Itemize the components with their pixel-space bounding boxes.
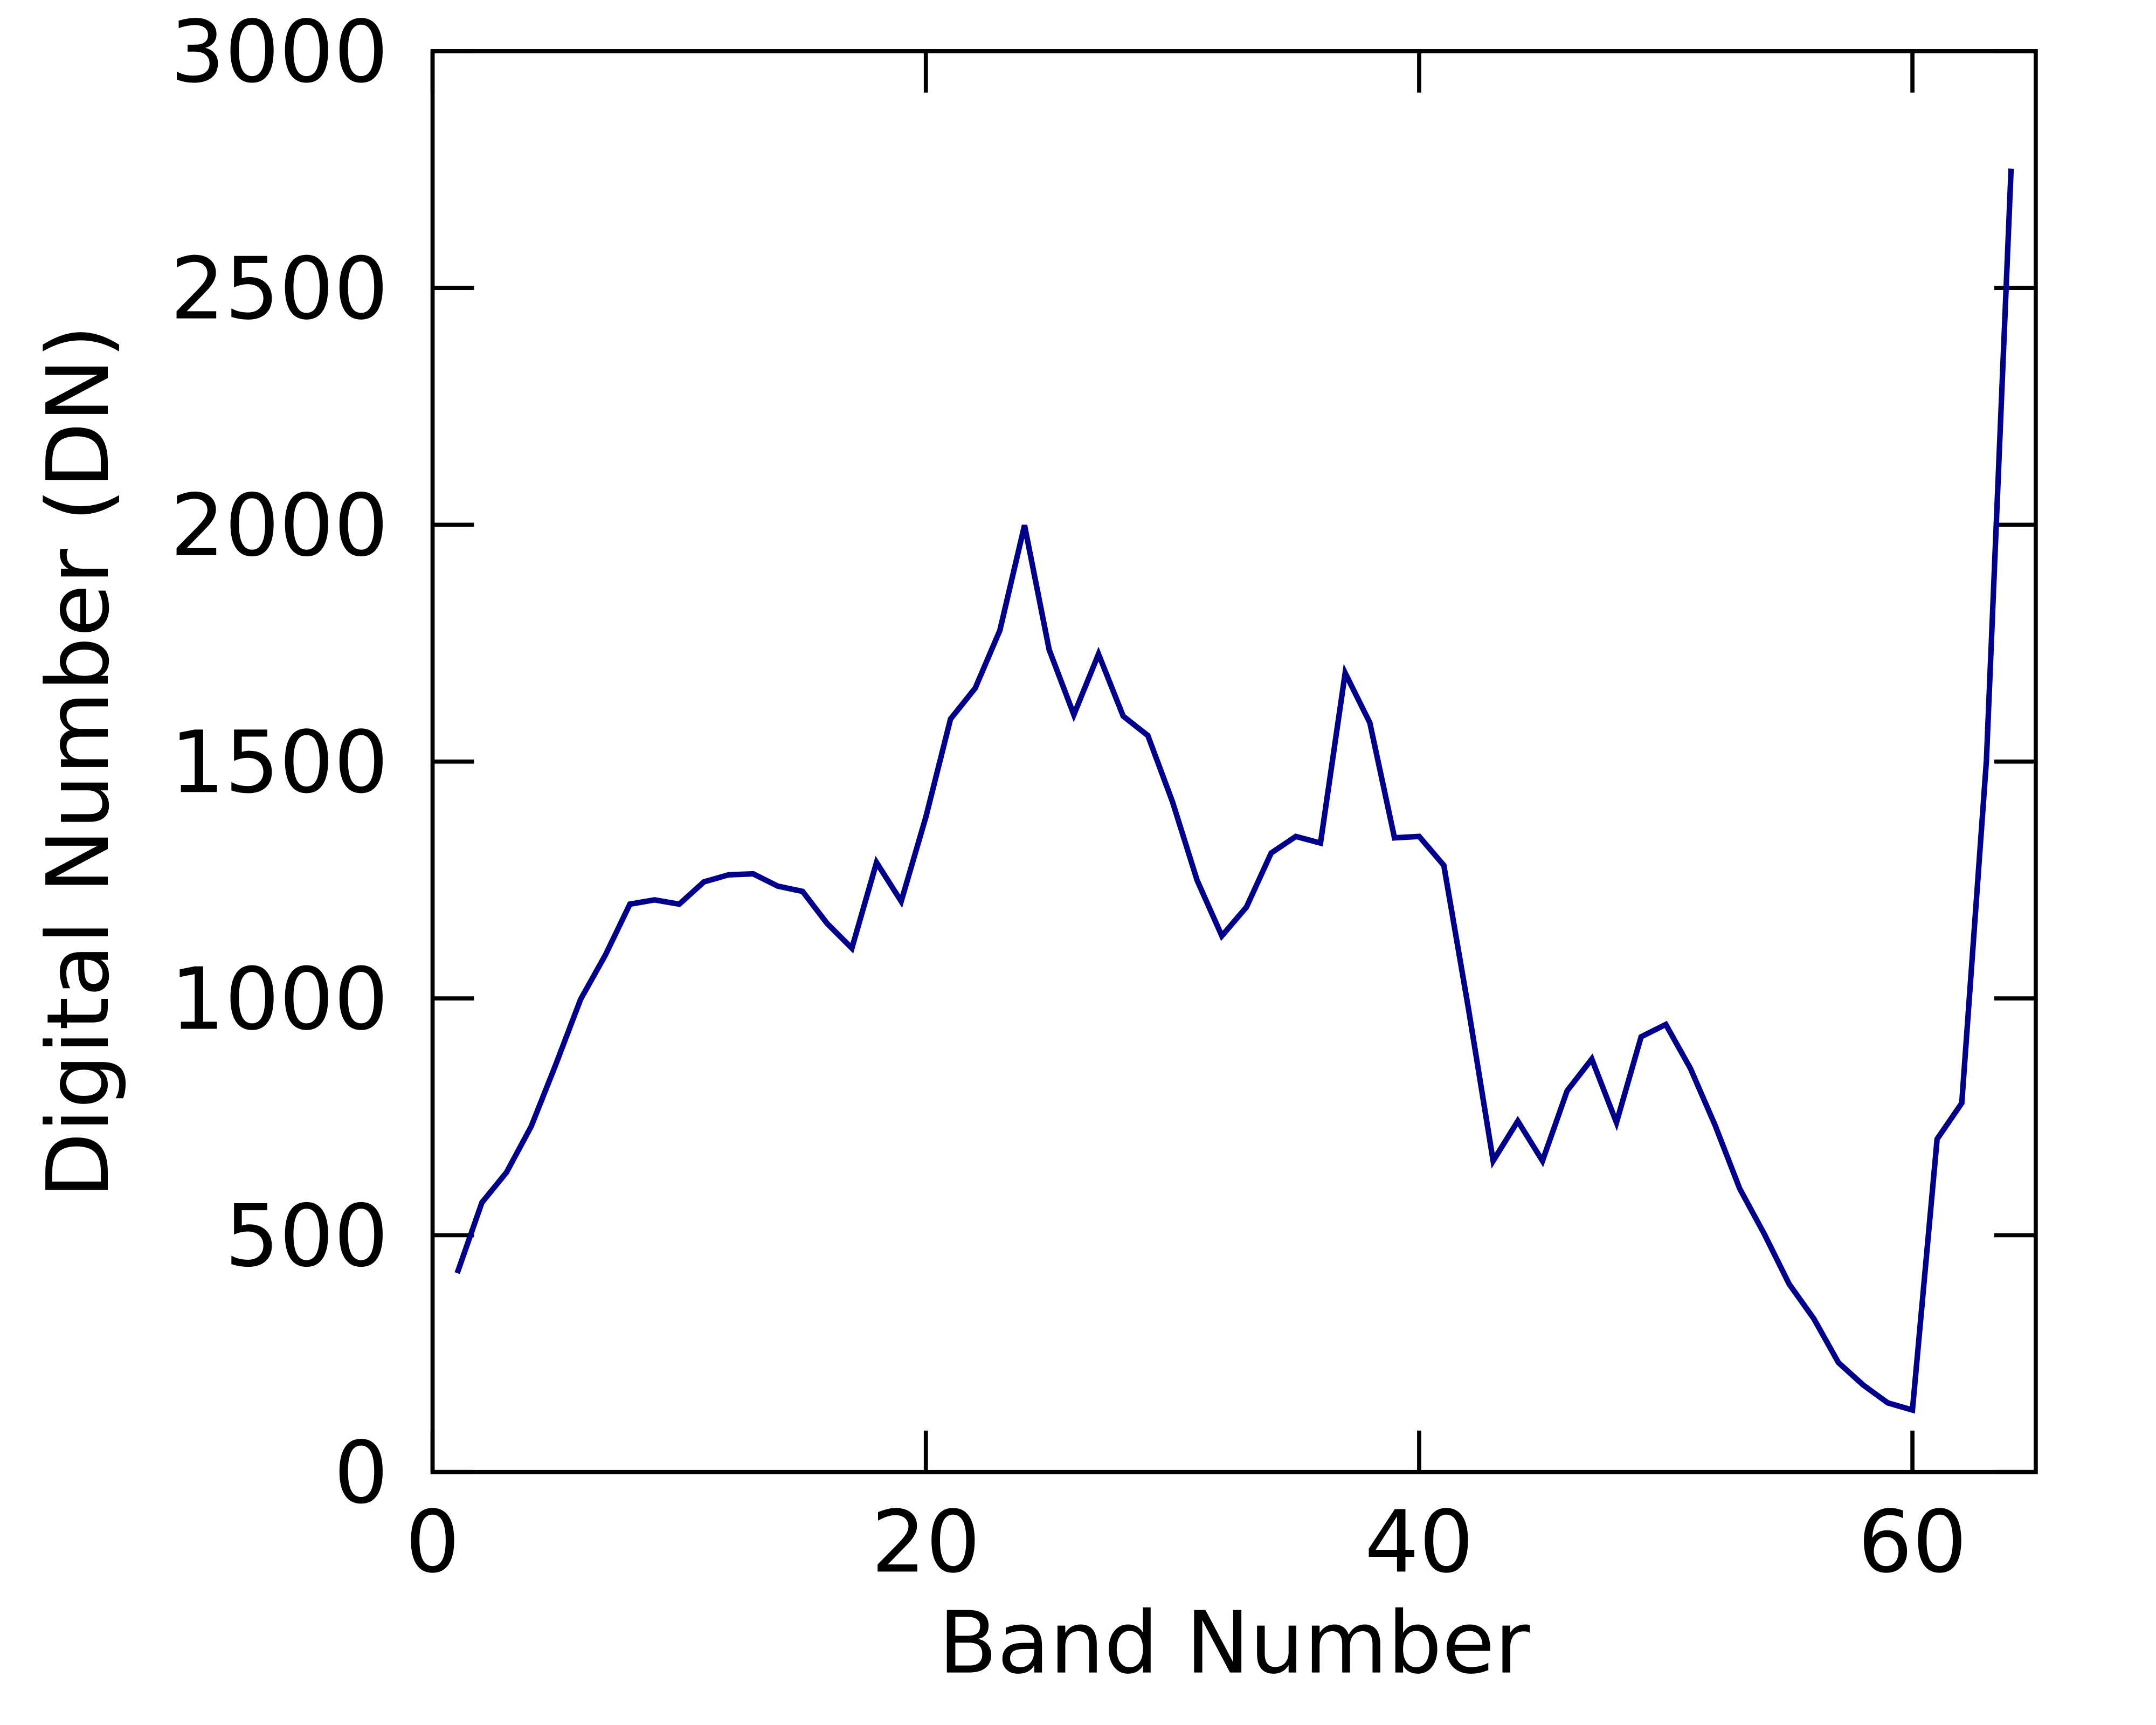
y-tick-label: 3000 bbox=[170, 2, 389, 102]
x-tick-label: 40 bbox=[1365, 1492, 1474, 1592]
y-tick-label: 2500 bbox=[170, 239, 389, 339]
y-tick-label: 1000 bbox=[170, 950, 389, 1050]
y-tick-label: 500 bbox=[225, 1186, 388, 1286]
y-tick-label: 1500 bbox=[170, 713, 389, 812]
x-tick-label: 60 bbox=[1858, 1492, 1967, 1592]
x-tick-label: 20 bbox=[872, 1492, 980, 1592]
x-axis-label: Band Number bbox=[938, 1593, 1530, 1693]
y-tick-label: 0 bbox=[334, 1423, 388, 1523]
plot-frame bbox=[430, 49, 2038, 1474]
y-axis-label: Digital Number (DN) bbox=[29, 325, 128, 1199]
data-line bbox=[454, 168, 2014, 1414]
x-tick-label: 0 bbox=[405, 1492, 460, 1592]
y-tick-label: 2000 bbox=[170, 476, 389, 576]
